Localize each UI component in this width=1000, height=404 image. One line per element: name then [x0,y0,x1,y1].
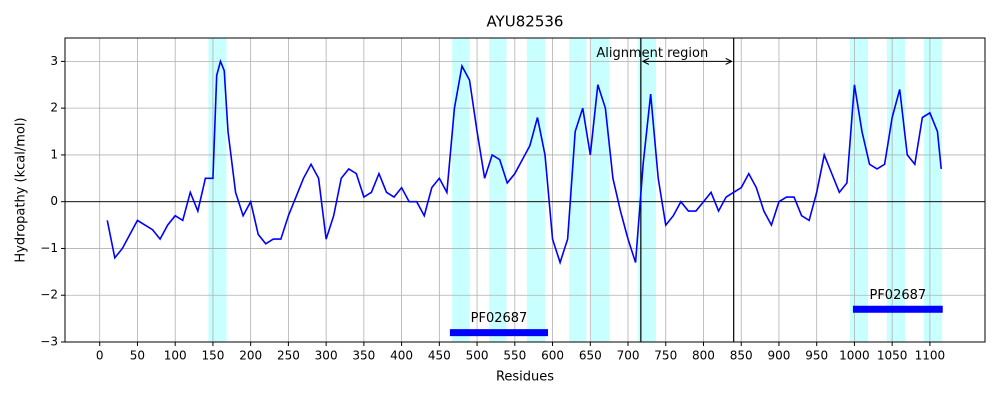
highlight-region [526,38,545,342]
x-tick-label: 600 [541,349,564,363]
x-tick-label: 450 [428,349,451,363]
arrow-head [725,57,733,65]
highlight-region [923,38,942,342]
x-tick-label: 1000 [839,349,870,363]
domain-label: PF02687 [471,311,528,326]
x-tick-label: 550 [503,349,526,363]
highlight-region [569,38,587,342]
x-tick-label: 750 [654,349,677,363]
highlight-region [886,38,905,342]
y-tick-label: 0 [50,194,58,208]
domain-bar [852,305,943,313]
x-tick-label: 800 [692,349,715,363]
y-tick-label: 1 [50,147,58,161]
chart-title: AYU82536 [487,13,564,31]
x-tick-label: 700 [617,349,640,363]
highlight-region [637,38,656,342]
x-tick-label: 400 [390,349,413,363]
domain-bar [449,329,549,337]
x-tick-label: 900 [768,349,791,363]
x-tick-label: 150 [201,349,224,363]
x-tick-label: 950 [805,349,828,363]
highlight-region [849,38,869,342]
y-axis-label: Hydropathy (kcal/mol) [14,117,29,262]
x-tick-label: 1100 [915,349,946,363]
x-tick-label: 1050 [877,349,908,363]
highlight-region [208,38,227,342]
highlight-region [591,38,610,342]
y-tick-label: 2 [50,101,58,115]
domain-label: PF02687 [869,288,926,303]
x-tick-label: 350 [352,349,375,363]
hydropathy-line [106,58,943,266]
x-tick-label: 50 [130,349,145,363]
x-tick-label: 300 [315,349,338,363]
x-axis-label: Residues [496,370,554,385]
y-tick-label: −3 [40,335,58,349]
y-tick-label: −2 [40,288,58,302]
x-tick-label: 0 [96,349,104,363]
highlight-region [489,38,507,342]
x-tick-label: 250 [277,349,300,363]
x-tick-label: 650 [579,349,602,363]
annotation: Alignment region [596,46,708,61]
plot-frame [64,37,986,343]
x-tick-label: 850 [730,349,753,363]
y-tick-label: −1 [40,241,58,255]
y-tick-label: 3 [50,54,58,68]
x-tick-label: 100 [164,349,187,363]
x-tick-label: 200 [239,349,262,363]
x-tick-label: 500 [466,349,489,363]
arrow-head [641,57,650,65]
highlight-region [452,38,470,342]
